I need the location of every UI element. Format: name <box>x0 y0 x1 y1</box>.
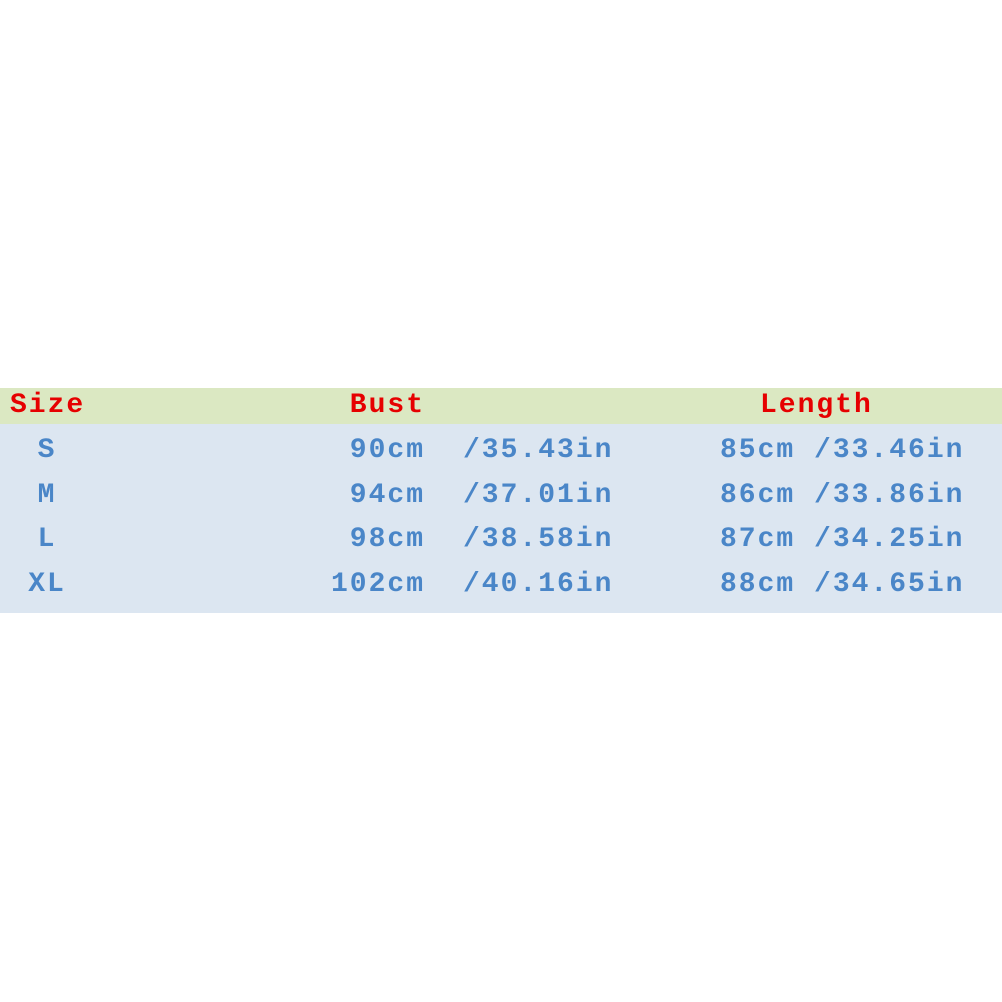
header-cell: Bust <box>349 390 425 421</box>
header-row <box>0 388 1002 424</box>
bust-cm-cell: 94cm <box>349 479 425 511</box>
length-cell: 87cm /34.25in <box>720 524 965 555</box>
length-cell: 86cm /33.86in <box>720 479 965 511</box>
header-cell: Length <box>760 390 873 421</box>
length-cell: 88cm /34.65in <box>720 568 965 600</box>
bust-cm-cell: 90cm <box>349 435 425 466</box>
bust-cm-cell: 98cm <box>349 524 425 555</box>
size-cell: S <box>37 435 57 466</box>
length-cell: 85cm /33.46in <box>720 435 965 466</box>
bust-in-cell: /38.58in <box>463 524 614 555</box>
size-cell: XL <box>28 568 66 600</box>
bust-cm-cell: 102cm <box>330 568 425 600</box>
size-cell: L <box>37 524 57 555</box>
size-cell: M <box>37 479 57 511</box>
bust-in-cell: /40.16in <box>463 568 614 600</box>
bust-in-cell: /35.43in <box>463 435 614 466</box>
header-cell: Size <box>10 390 86 421</box>
bust-in-cell: /37.01in <box>463 479 614 511</box>
table-body <box>0 424 1002 613</box>
